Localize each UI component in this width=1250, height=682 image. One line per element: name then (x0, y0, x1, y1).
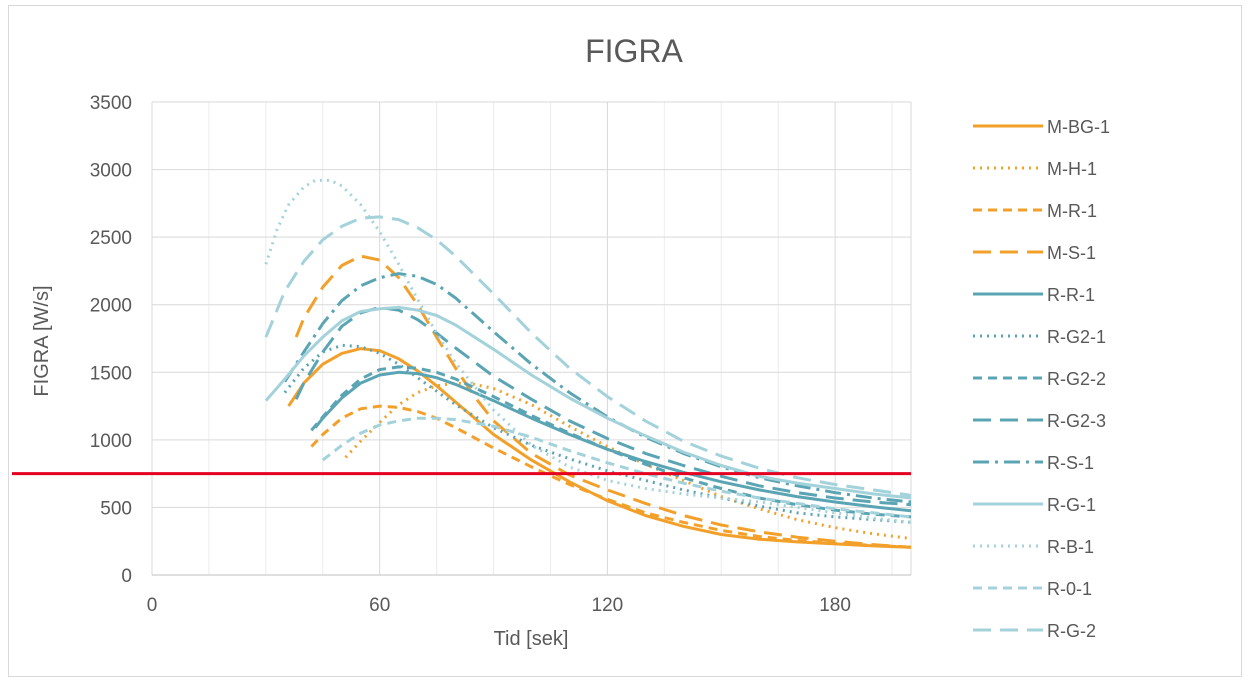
legend-label: R-G2-1 (1047, 327, 1106, 347)
legend-label: M-R-1 (1047, 201, 1097, 221)
series-layer (264, 178, 912, 549)
chart-frame (8, 5, 1242, 677)
minor-gridlines (208, 102, 893, 575)
y-tick-label: 3500 (90, 93, 132, 114)
y-tick-label: 3000 (90, 161, 132, 182)
legend-item: R-R-1 (973, 285, 1095, 305)
legend-item: M-BG-1 (973, 117, 1110, 137)
legend-item: R-G-2 (973, 621, 1096, 641)
legend-label: R-G2-3 (1047, 411, 1106, 431)
x-tick-label: 120 (592, 595, 624, 616)
legend-label: R-G-1 (1047, 495, 1096, 515)
y-axis-ticks: 0 500 1000 1500 2000 2500 3000 3500 (90, 93, 132, 587)
series-line-r-g2-1 (283, 343, 912, 524)
series-line-r-r-1 (314, 370, 912, 513)
legend-item: R-0-1 (973, 579, 1092, 599)
x-tick-label: 180 (819, 595, 851, 616)
legend-item: R-S-1 (973, 453, 1094, 473)
major-gridlines (151, 101, 912, 576)
series-line-m-s-1 (294, 254, 912, 549)
legend-label: R-R-1 (1047, 285, 1095, 305)
legend: M-BG-1 M-H-1 M-R-1 M-S-1 R-R-1 R-G2-1 R-G2-2 R-… (973, 117, 1110, 641)
legend-label: R-G2-2 (1047, 369, 1106, 389)
series-line-m-h-1 (344, 381, 912, 540)
y-tick-label: 500 (100, 498, 132, 519)
legend-item: M-S-1 (973, 243, 1096, 263)
legend-item: R-G2-1 (973, 327, 1106, 347)
series-line-r-g2-3 (294, 305, 912, 507)
y-tick-label: 1500 (90, 363, 132, 384)
legend-item: M-H-1 (973, 159, 1097, 179)
y-axis-label: FIGRA [W/s] (31, 285, 53, 396)
series-line-r-b-1 (264, 178, 912, 524)
legend-label: M-S-1 (1047, 243, 1096, 263)
legend-item: R-B-1 (973, 537, 1094, 557)
series-line-r-0-1 (321, 416, 912, 519)
series-line-r-g2-2 (310, 365, 912, 519)
legend-item: M-R-1 (973, 201, 1097, 221)
y-tick-label: 2500 (90, 228, 132, 249)
legend-label: M-BG-1 (1047, 117, 1110, 137)
legend-label: R-G-2 (1047, 621, 1096, 641)
y-tick-label: 2000 (90, 296, 132, 317)
series-line-m-r-1 (310, 404, 912, 549)
x-axis-label: Tid [sek] (494, 628, 569, 650)
legend-label: M-H-1 (1047, 159, 1097, 179)
x-tick-label: 0 (147, 595, 158, 616)
y-tick-label: 1000 (90, 431, 132, 452)
x-axis-ticks: 0 60 120 180 (147, 595, 851, 616)
chart-title: FIGRA (585, 33, 683, 69)
legend-label: R-B-1 (1047, 537, 1094, 557)
legend-item: R-G-1 (973, 495, 1096, 515)
legend-label: R-S-1 (1047, 453, 1094, 473)
series-line-m-bg-1 (287, 347, 912, 549)
legend-item: R-G2-3 (973, 411, 1106, 431)
x-tick-label: 60 (369, 595, 390, 616)
series-line-r-g-1 (264, 305, 912, 500)
legend-label: R-0-1 (1047, 579, 1092, 599)
series-line-r-g-2 (264, 215, 912, 497)
y-tick-label: 0 (121, 566, 132, 587)
series-line-r-s-1 (283, 272, 912, 504)
legend-item: R-G2-2 (973, 369, 1106, 389)
